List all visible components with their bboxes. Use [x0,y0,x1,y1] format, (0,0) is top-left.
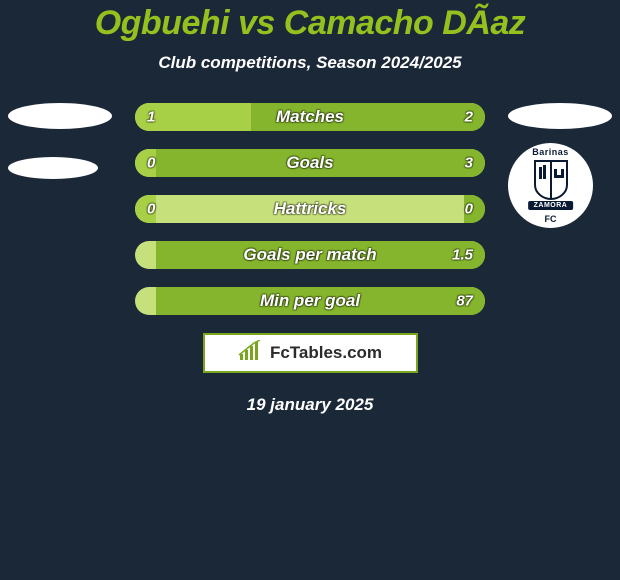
subtitle: Club competitions, Season 2024/2025 [0,53,620,73]
left-team-badges [8,103,112,179]
team-left-badge-1-icon [8,103,112,129]
right-team-badges: Barinas ZAMORA FC [508,103,612,228]
stat-row: Goals per match 1.5 [135,241,485,269]
stat-row: Matches 1 2 [135,103,485,131]
club-badge-arc-text: Barinas [532,147,569,157]
stat-value-left: 0 [147,201,155,218]
stat-value-right: 3 [465,155,473,172]
stat-value-right: 1.5 [452,247,473,264]
stat-row: Min per goal 87 [135,287,485,315]
stat-value-right: 87 [456,293,473,310]
stat-row: Hattricks 0 0 [135,195,485,223]
team-right-club-badge: Barinas ZAMORA FC [508,143,593,228]
team-right-badge-1-icon [508,103,612,129]
stat-label: Goals per match [243,245,376,265]
stat-value-left: 1 [147,109,155,126]
stat-value-right: 2 [465,109,473,126]
stat-label: Min per goal [260,291,360,311]
stat-value-left: 0 [147,155,155,172]
club-badge-banner: ZAMORA [528,201,574,210]
brand-chart-icon [238,340,264,367]
stat-value-right: 0 [465,201,473,218]
stats-area: Barinas ZAMORA FC Matches12Goals03Ha [0,103,620,315]
snapshot-date: 19 january 2025 [0,395,620,415]
stat-label: Hattricks [274,199,347,219]
brand-text: FcTables.com [270,343,382,363]
stat-label: Goals [286,153,333,173]
stat-label: Matches [276,107,344,127]
page-title: Ogbuehi vs Camacho DÃ­az [0,0,620,43]
brand-attribution: FcTables.com [203,333,418,373]
stat-row: Goals 0 3 [135,149,485,177]
club-badge-shield-icon [533,159,569,201]
team-left-badge-2-icon [8,157,98,179]
club-badge-fc-text: FC [545,214,557,224]
